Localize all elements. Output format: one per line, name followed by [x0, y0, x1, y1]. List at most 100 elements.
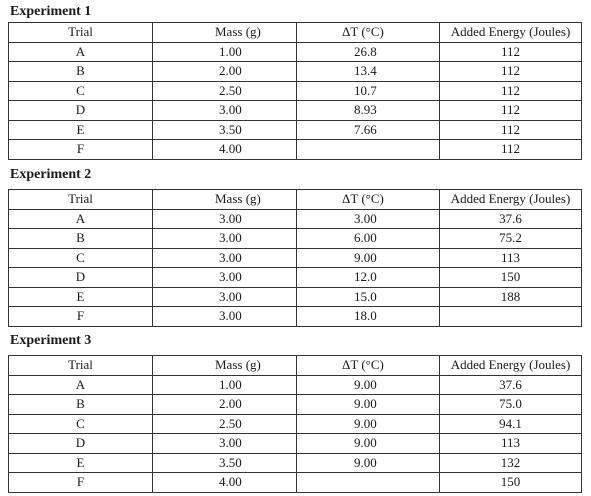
energy-cell: 150	[439, 267, 582, 288]
delta-t-cell: 9.00	[296, 374, 440, 395]
mass-cell: 1.00	[152, 41, 297, 62]
table-row: B 2.00 9.00 75.0	[8, 394, 582, 415]
delta-t-cell: 18.0	[296, 306, 440, 327]
table-row: A 3.00 3.00 37.6	[8, 208, 582, 229]
delta-t-cell: 10.7	[296, 80, 440, 101]
table-header-row: Trial Mass (g) ΔT (°C) Added Energy (Jou…	[8, 355, 582, 376]
delta-t-cell: 9.00	[296, 394, 440, 415]
table-row: C 2.50 10.7 112	[8, 80, 582, 101]
energy-cell: 112	[439, 80, 582, 101]
energy-cell: 113	[439, 433, 582, 454]
col-header-energy: Added Energy (Joules)	[439, 355, 582, 376]
mass-cell: 4.00	[152, 472, 297, 493]
mass-cell: 3.00	[152, 286, 297, 307]
energy-cell: 188	[439, 286, 582, 307]
table-row: D 3.00 9.00 113	[8, 433, 582, 454]
trial-cell: A	[8, 208, 153, 229]
col-header-trial: Trial	[8, 189, 153, 210]
col-header-delta-t: ΔT (°C)	[296, 355, 440, 376]
trial-cell: C	[8, 247, 153, 268]
delta-t-cell: 3.00	[296, 208, 440, 229]
delta-t-cell: 9.00	[296, 452, 440, 473]
trial-cell: D	[8, 267, 153, 288]
mass-cell: 3.00	[152, 267, 297, 288]
table-row: D 3.00 8.93 112	[8, 100, 582, 121]
trial-cell: B	[8, 61, 153, 82]
mass-cell: 3.00	[152, 100, 297, 121]
energy-cell: 37.6	[439, 208, 582, 229]
table-row: C 3.00 9.00 113	[8, 247, 582, 268]
col-header-delta-t: ΔT (°C)	[296, 22, 440, 43]
table-row: B 3.00 6.00 75.2	[8, 228, 582, 249]
energy-cell: 75.2	[439, 228, 582, 249]
trial-cell: C	[8, 80, 153, 101]
mass-cell: 3.00	[152, 306, 297, 327]
mass-cell: 2.00	[152, 61, 297, 82]
trial-cell: D	[8, 433, 153, 454]
delta-t-cell: 8.93	[296, 100, 440, 121]
mass-cell: 2.00	[152, 394, 297, 415]
mass-cell: 3.00	[152, 433, 297, 454]
table-row: F 3.00 18.0	[8, 306, 582, 327]
col-header-mass: Mass (g)	[152, 355, 297, 376]
table-header-row: Trial Mass (g) ΔT (°C) Added Energy (Jou…	[8, 189, 582, 210]
trial-cell: A	[8, 374, 153, 395]
experiment-3-title: Experiment 3	[10, 333, 92, 348]
experiment-2-title: Experiment 2	[10, 167, 92, 182]
table-row: C 2.50 9.00 94.1	[8, 413, 582, 434]
delta-t-cell: 9.00	[296, 433, 440, 454]
table-row: E 3.00 15.0 188	[8, 286, 582, 307]
trial-cell: E	[8, 286, 153, 307]
delta-t-cell: 6.00	[296, 228, 440, 249]
delta-t-cell	[296, 472, 440, 493]
table-row: D 3.00 12.0 150	[8, 267, 582, 288]
table-row: E 3.50 9.00 132	[8, 452, 582, 473]
mass-cell: 3.50	[152, 119, 297, 140]
energy-cell: 132	[439, 452, 582, 473]
energy-cell: 112	[439, 100, 582, 121]
trial-cell: E	[8, 452, 153, 473]
energy-cell: 75.0	[439, 394, 582, 415]
energy-cell: 94.1	[439, 413, 582, 434]
delta-t-cell: 7.66	[296, 119, 440, 140]
trial-cell: B	[8, 228, 153, 249]
energy-cell: 112	[439, 61, 582, 82]
trial-cell: F	[8, 139, 153, 160]
col-header-mass: Mass (g)	[152, 22, 297, 43]
energy-cell	[439, 306, 582, 327]
mass-cell: 2.50	[152, 413, 297, 434]
table-row: E 3.50 7.66 112	[8, 119, 582, 140]
energy-cell: 112	[439, 41, 582, 62]
delta-t-cell: 9.00	[296, 413, 440, 434]
table-header-row: Trial Mass (g) ΔT (°C) Added Energy (Jou…	[8, 22, 582, 43]
trial-cell: C	[8, 413, 153, 434]
energy-cell: 150	[439, 472, 582, 493]
mass-cell: 3.00	[152, 208, 297, 229]
mass-cell: 3.00	[152, 228, 297, 249]
trial-cell: E	[8, 119, 153, 140]
energy-cell: 112	[439, 119, 582, 140]
delta-t-cell: 9.00	[296, 247, 440, 268]
experiment-2-table: Trial Mass (g) ΔT (°C) Added Energy (Jou…	[8, 189, 582, 327]
col-header-trial: Trial	[8, 355, 153, 376]
mass-cell: 2.50	[152, 80, 297, 101]
trial-cell: B	[8, 394, 153, 415]
trial-cell: A	[8, 41, 153, 62]
trial-cell: F	[8, 472, 153, 493]
table-row: F 4.00 150	[8, 472, 582, 493]
col-header-mass: Mass (g)	[152, 189, 297, 210]
mass-cell: 1.00	[152, 374, 297, 395]
mass-cell: 3.00	[152, 247, 297, 268]
mass-cell: 4.00	[152, 139, 297, 160]
table-row: A 1.00 9.00 37.6	[8, 374, 582, 395]
col-header-trial: Trial	[8, 22, 153, 43]
delta-t-cell: 26.8	[296, 41, 440, 62]
mass-cell: 3.50	[152, 452, 297, 473]
delta-t-cell	[296, 139, 440, 160]
delta-t-cell: 12.0	[296, 267, 440, 288]
experiment-1-table: Trial Mass (g) ΔT (°C) Added Energy (Jou…	[8, 22, 582, 160]
delta-t-cell: 13.4	[296, 61, 440, 82]
energy-cell: 37.6	[439, 374, 582, 395]
energy-cell: 112	[439, 139, 582, 160]
experiment-3-table: Trial Mass (g) ΔT (°C) Added Energy (Jou…	[8, 355, 582, 493]
